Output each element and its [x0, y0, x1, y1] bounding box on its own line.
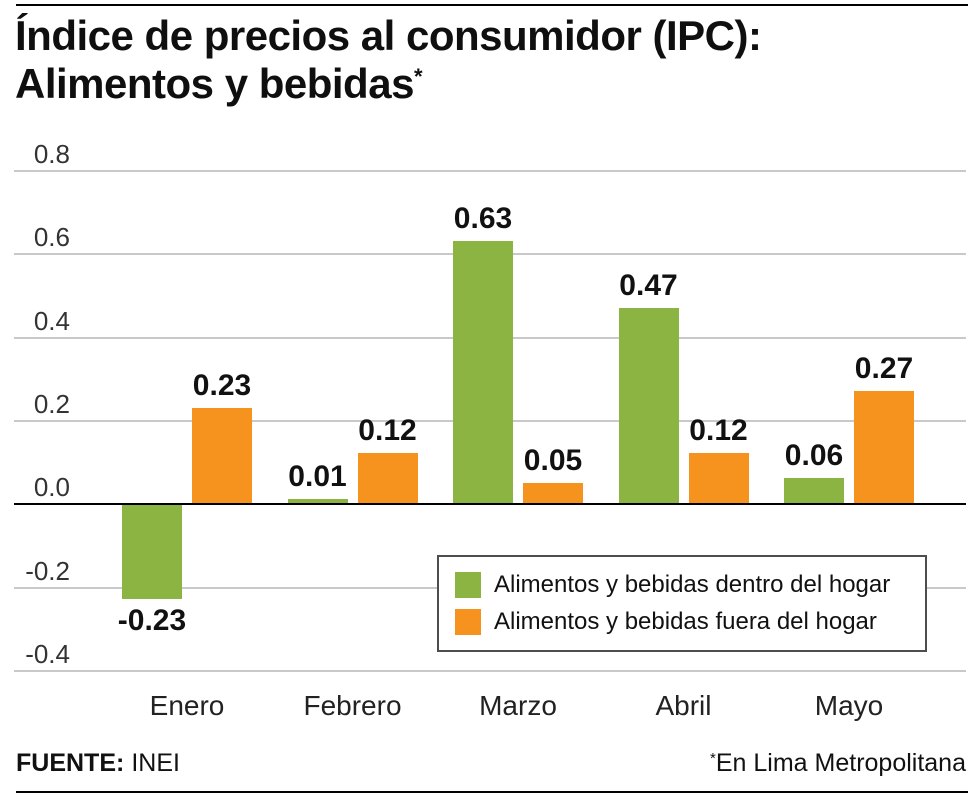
- bar-fuera-febrero: [357, 453, 418, 504]
- x-tick-label: Febrero: [303, 690, 402, 721]
- header: Índice de precios al consumidor (IPC): Al…: [15, 12, 965, 108]
- bar-value-label-fuera-marzo: 0.05: [523, 443, 583, 477]
- bar-value-label-fuera-enero: 0.23: [192, 368, 252, 402]
- y-tick-label: 0.2: [33, 389, 70, 419]
- source-value: INEI: [131, 749, 180, 777]
- page-title: Índice de precios al consumidor (IPC): Al…: [15, 12, 965, 108]
- legend-item-fuera: Alimentos y bebidas fuera del hogar: [455, 608, 909, 636]
- y-tick-label: 0.4: [33, 305, 70, 336]
- y-tick-label: -0.2: [25, 555, 70, 586]
- bar-fuera-abril: [688, 453, 749, 504]
- title-line-2: Alimentos y bebidas: [15, 59, 414, 107]
- top-divider: [16, 4, 968, 6]
- legend-label-dentro: Alimentos y bebidas dentro del hogar: [494, 571, 891, 599]
- bar-fuera-marzo: [523, 482, 583, 504]
- bar-fuera-mayo: [854, 390, 914, 504]
- gridline: [14, 170, 966, 172]
- x-tick-label: Marzo: [479, 690, 557, 721]
- footer: FUENTE: INEI *En Lima Metropolitana: [16, 749, 966, 778]
- legend-label-fuera: Alimentos y bebidas fuera del hogar: [494, 607, 877, 635]
- bar-value-label-dentro-marzo: 0.63: [453, 201, 513, 235]
- bar-dentro-abril: [618, 307, 679, 504]
- gridline: [14, 670, 966, 672]
- bar-dentro-febrero: [287, 499, 348, 504]
- title-asterisk: *: [413, 63, 423, 89]
- title-line-1: Índice de precios al consumidor (IPC):: [15, 12, 762, 59]
- footnote-asterisk: *: [710, 750, 716, 767]
- footnote-text: En Lima Metropolitana: [715, 749, 966, 777]
- source-label: FUENTE:: [16, 749, 125, 777]
- y-tick-label: 0.0: [33, 472, 70, 503]
- bar-value-label-fuera-febrero: 0.12: [358, 414, 417, 448]
- bar-chart: Alimentos y bebidas dentro del hogar Ali…: [0, 139, 980, 740]
- footnote: *En Lima Metropolitana: [710, 749, 966, 778]
- x-tick-label: Mayo: [814, 690, 884, 721]
- legend: Alimentos y bebidas dentro del hogar Ali…: [437, 555, 927, 652]
- legend-swatch-fuera: [455, 608, 481, 635]
- legend-item-dentro: Alimentos y bebidas dentro del hogar: [455, 571, 909, 599]
- bar-value-label-dentro-mayo: 0.06: [784, 439, 844, 473]
- bottom-divider: [16, 791, 968, 793]
- bar-dentro-mayo: [784, 478, 844, 504]
- y-tick-label: -0.4: [25, 639, 70, 669]
- x-tick-label: Abril: [655, 690, 712, 721]
- bar-value-label-dentro-enero: -0.23: [117, 604, 187, 638]
- y-tick-label: 0.6: [33, 222, 70, 253]
- bar-value-label-fuera-abril: 0.12: [689, 414, 748, 448]
- source-credit: FUENTE: INEI: [16, 749, 180, 778]
- bar-dentro-marzo: [453, 240, 513, 504]
- bar-value-label-fuera-mayo: 0.27: [854, 351, 914, 385]
- zero-axis-line: [14, 503, 966, 506]
- bar-value-label-dentro-abril: 0.47: [619, 268, 678, 302]
- x-tick-label: Enero: [149, 690, 225, 721]
- y-tick-label: 0.8: [33, 139, 70, 169]
- bar-dentro-enero: [122, 503, 182, 600]
- legend-swatch-dentro: [455, 572, 481, 599]
- bar-fuera-enero: [192, 407, 252, 504]
- bar-value-label-dentro-febrero: 0.01: [288, 460, 347, 494]
